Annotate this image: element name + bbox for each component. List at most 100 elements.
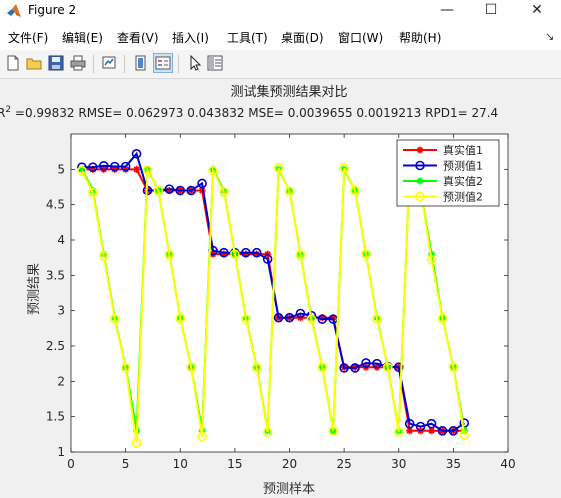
data-point: [393, 362, 404, 373]
data-point: [164, 250, 175, 260]
figure-toolbar: [0, 50, 561, 79]
data-point: [339, 163, 349, 173]
new-figure-icon[interactable]: [4, 54, 22, 72]
x-tick-label: 0: [67, 457, 75, 471]
print-figure-icon[interactable]: [69, 54, 87, 72]
data-point: [197, 431, 207, 442]
legend-marker: [416, 146, 424, 154]
menu-help[interactable]: 帮助(H): [399, 31, 442, 45]
x-tick-label: 20: [282, 457, 297, 471]
legend-marker: [415, 191, 425, 202]
minimize-button[interactable]: —: [440, 2, 454, 18]
y-tick-label: 3.5: [46, 268, 65, 282]
data-point: [120, 161, 131, 172]
data-point: [186, 362, 196, 373]
menu-desktop[interactable]: 桌面(D): [281, 31, 324, 45]
x-tick-label: 5: [122, 457, 130, 471]
legend-label: 预测值2: [443, 191, 483, 204]
y-axis-label: 预测结果: [27, 263, 42, 315]
menubar-dock-arrow-icon[interactable]: ↘: [545, 30, 555, 43]
plot-browser-icon[interactable]: [206, 54, 224, 72]
data-point: [198, 187, 206, 195]
data-point: [98, 251, 109, 262]
data-point: [317, 362, 328, 373]
menu-file[interactable]: 文件(F): [8, 31, 49, 45]
data-point: [318, 314, 326, 322]
close-button[interactable]: ✕: [531, 2, 543, 18]
data-point: [109, 161, 120, 172]
data-point: [448, 425, 459, 436]
data-point: [329, 314, 337, 322]
data-point: [220, 250, 228, 258]
data-point: [242, 250, 250, 258]
data-point: [133, 165, 141, 173]
data-point: [251, 247, 262, 258]
data-point: [350, 363, 360, 373]
menubar: 文件(F) 编辑(E) 查看(V) 插入(I) 工具(T) 桌面(D) 窗口(W…: [0, 26, 561, 48]
chart-subtitle: R2 =0.99832 RMSE= 0.062973 0.043832 MSE=…: [0, 105, 498, 120]
data-point: [186, 185, 196, 196]
x-tick-label: 25: [336, 457, 351, 471]
x-tick-label: 15: [227, 457, 242, 471]
data-point: [393, 427, 404, 438]
data-point: [415, 421, 426, 432]
data-point: [131, 148, 142, 159]
insert-legend-icon[interactable]: [153, 53, 173, 73]
toolbar-separator: [93, 55, 94, 73]
x-axis-label: 预测样本: [263, 482, 315, 497]
link-plot-icon[interactable]: [100, 54, 118, 72]
data-point: [426, 418, 437, 429]
legend-label: 真实值2: [443, 174, 483, 188]
save-figure-icon[interactable]: [47, 54, 65, 72]
chart-title: 测试集预测结果对比: [230, 84, 347, 100]
x-tick-label: 10: [173, 457, 188, 471]
data-point: [459, 430, 470, 440]
maximize-button[interactable]: ☐: [484, 2, 498, 18]
menu-insert[interactable]: 插入(I): [172, 31, 209, 45]
data-point: [142, 165, 153, 175]
open-file-icon[interactable]: [25, 54, 43, 72]
data-point: [111, 165, 119, 173]
y-tick-label: 1: [57, 445, 65, 459]
figure-canvas: 测试集预测结果对比 R2 =0.99832 RMSE= 0.062973 0.0…: [0, 79, 561, 498]
data-point: [77, 165, 87, 176]
data-point: [253, 250, 261, 258]
data-point: [208, 165, 218, 176]
data-point: [153, 185, 164, 196]
data-point: [317, 314, 328, 324]
data-point: [175, 185, 186, 196]
data-point: [273, 163, 284, 173]
window-titlebar: Figure 2 — ☐ ✕: [0, 0, 561, 22]
y-tick-label: 2: [57, 374, 65, 388]
data-point: [88, 187, 98, 198]
data-point: [230, 249, 240, 259]
data-point: [165, 187, 173, 195]
chart: 测试集预测结果对比 R2 =0.99832 RMSE= 0.062973 0.0…: [0, 84, 516, 497]
data-point: [406, 427, 414, 435]
legend-marker: [415, 160, 425, 171]
data-point: [437, 313, 448, 324]
menu-edit[interactable]: 编辑(E): [62, 31, 103, 45]
data-point: [328, 425, 339, 436]
data-point: [175, 313, 186, 324]
data-point: [88, 162, 98, 173]
data-point: [264, 250, 272, 258]
menu-tools[interactable]: 工具(T): [227, 31, 268, 45]
data-point: [295, 250, 306, 260]
menu-window[interactable]: 窗口(W): [338, 31, 384, 45]
data-point: [241, 247, 251, 258]
data-point: [164, 184, 175, 194]
data-point: [262, 254, 273, 264]
data-point: [219, 247, 229, 258]
insert-colorbar-icon[interactable]: [132, 54, 150, 72]
data-point: [78, 165, 86, 173]
menu-view[interactable]: 查看(V): [117, 31, 159, 45]
series-line-pred2: [81, 165, 466, 443]
edit-plot-arrow-icon[interactable]: [186, 54, 204, 72]
data-point: [98, 161, 109, 171]
data-point: [306, 314, 317, 324]
x-tick-label: 35: [446, 457, 461, 471]
data-point: [295, 308, 306, 319]
toolbar-separator: [124, 55, 125, 73]
data-point: [361, 358, 371, 368]
